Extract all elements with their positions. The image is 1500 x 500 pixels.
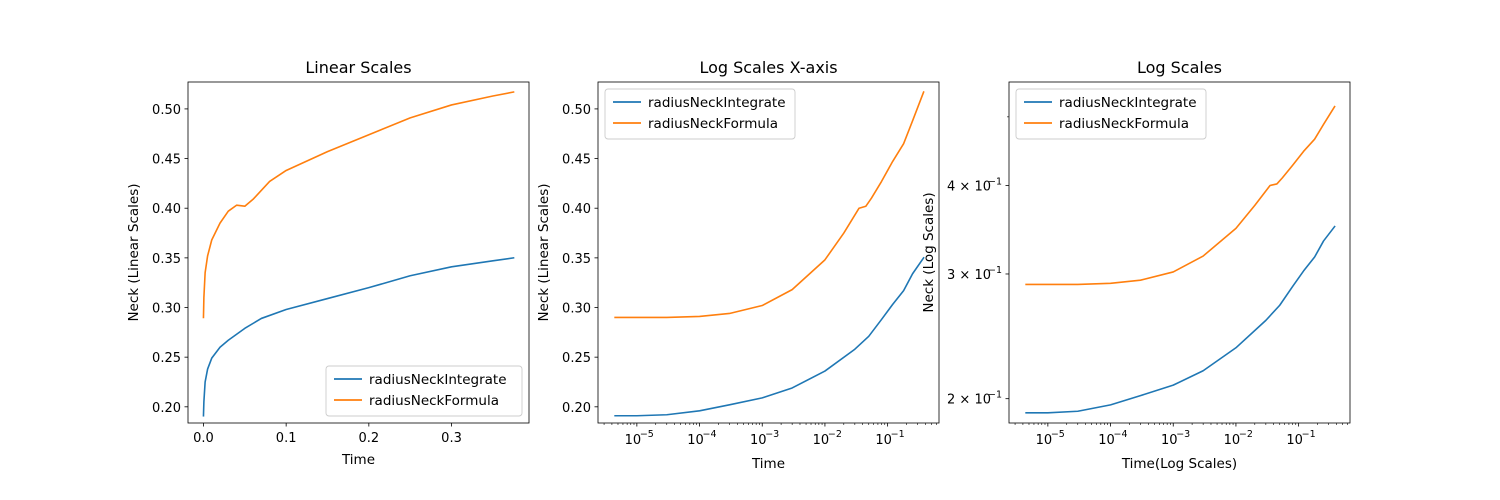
y-tick-label: 0.35 — [152, 252, 181, 267]
subplot-2: 10−5 10−4 10−3 10−2 10−10.200.250.300.350.40… — [536, 58, 940, 472]
y-tick-label: 0.30 — [562, 302, 591, 317]
x-tick-exponent: −1 — [891, 429, 905, 440]
legend-label: radiusNeckIntegrate — [648, 95, 786, 111]
legend: radiusNeckIntegrate radiusNeckFormula — [604, 88, 796, 140]
series-line-formula — [1025, 105, 1336, 286]
x-tick-exponent: −2 — [1239, 429, 1253, 440]
x-tick-exponent: −2 — [828, 429, 842, 440]
y-axis-label: Neck (Linear Scales) — [126, 183, 142, 321]
series-line-integrate — [614, 256, 925, 417]
subplot-title: Log Scales — [1137, 58, 1222, 77]
subplot-title: Linear Scales — [305, 58, 411, 77]
legend-box — [325, 365, 523, 417]
legend-label: radiusNeckFormula — [648, 116, 778, 132]
x-tick-label: 10 — [813, 433, 830, 448]
y-tick-label: 0.40 — [152, 202, 181, 217]
y-tick-label: 4 × 10 — [947, 179, 991, 194]
legend-label: radiusNeckFormula — [369, 393, 499, 409]
y-axis-label: Neck (Log Scales) — [921, 192, 937, 312]
series-line-formula — [202, 91, 515, 319]
y-tick-label: 2 × 10 — [947, 393, 991, 408]
x-tick-exponent: −5 — [640, 429, 654, 440]
x-tick-exponent: −3 — [1176, 429, 1190, 440]
x-tick-label: 10 — [1286, 433, 1303, 448]
x-tick-exponent: −1 — [1302, 429, 1316, 440]
x-tick-label: 10 — [625, 433, 642, 448]
y-tick-label: 0.35 — [562, 252, 591, 267]
y-tick-exponent: −1 — [988, 265, 1002, 276]
y-tick-label: 0.50 — [152, 103, 181, 118]
legend: radiusNeckIntegrate radiusNeckFormula — [1015, 88, 1207, 140]
y-tick-exponent: −1 — [988, 390, 1002, 401]
x-tick-label: 0.1 — [276, 431, 297, 446]
series-line-integrate — [202, 256, 515, 417]
x-tick-exponent: −5 — [1051, 429, 1065, 440]
x-tick-label: 10 — [750, 433, 767, 448]
x-tick-label: 10 — [1098, 433, 1115, 448]
x-tick-label: 0.2 — [358, 431, 379, 446]
x-axis-label: Time — [751, 456, 785, 472]
x-tick-exponent: −4 — [1114, 429, 1128, 440]
x-tick-label: 10 — [687, 433, 704, 448]
legend-box — [1015, 88, 1207, 140]
y-tick-label: 0.40 — [562, 202, 591, 217]
subplot-3: 10−5 10−4 10−3 10−2 10−12 × 10−13 × 10−14 × … — [921, 58, 1351, 472]
y-tick-label: 0.20 — [152, 401, 181, 416]
x-tick-label: 0.0 — [193, 431, 214, 446]
subplot-title: Log Scales X-axis — [699, 58, 837, 77]
axes-frame — [1008, 81, 1351, 424]
y-tick-label: 0.45 — [152, 153, 181, 168]
x-tick-label: 0.3 — [441, 431, 462, 446]
x-axis-label: Time(Log Scales) — [1121, 456, 1237, 472]
x-tick-label: 10 — [875, 433, 892, 448]
y-axis-label: Neck (Linear Scales) — [536, 183, 552, 321]
series-line-integrate — [1025, 225, 1336, 414]
y-tick-label: 3 × 10 — [947, 268, 991, 283]
subplot-1: 0.0 0.1 0.2 0.3 0.20 0.25 0.30 0.35 0.40 0.45 0.50… — [126, 58, 530, 468]
x-axis-label: Time — [341, 452, 375, 468]
legend: radiusNeckIntegrate radiusNeckFormula — [325, 365, 523, 417]
x-tick-exponent: −3 — [765, 429, 779, 440]
axes-frame — [597, 81, 940, 424]
axes-frame — [187, 81, 530, 424]
y-tick-exponent: −1 — [988, 176, 1002, 187]
y-tick-label: 0.25 — [152, 351, 181, 366]
y-tick-label: 0.50 — [562, 103, 591, 118]
y-tick-label: 0.45 — [562, 153, 591, 168]
y-tick-label: 0.20 — [562, 401, 591, 416]
y-tick-label: 0.30 — [152, 302, 181, 317]
x-tick-label: 10 — [1161, 433, 1178, 448]
x-tick-exponent: −4 — [703, 429, 717, 440]
series-line-formula — [614, 90, 925, 319]
y-tick-label: 0.25 — [562, 351, 591, 366]
x-tick-label: 10 — [1224, 433, 1241, 448]
legend-box — [604, 88, 796, 140]
legend-label: radiusNeckFormula — [1059, 116, 1189, 132]
legend-label: radiusNeckIntegrate — [1059, 95, 1197, 111]
legend-label: radiusNeckIntegrate — [369, 372, 507, 388]
x-tick-label: 10 — [1036, 433, 1053, 448]
